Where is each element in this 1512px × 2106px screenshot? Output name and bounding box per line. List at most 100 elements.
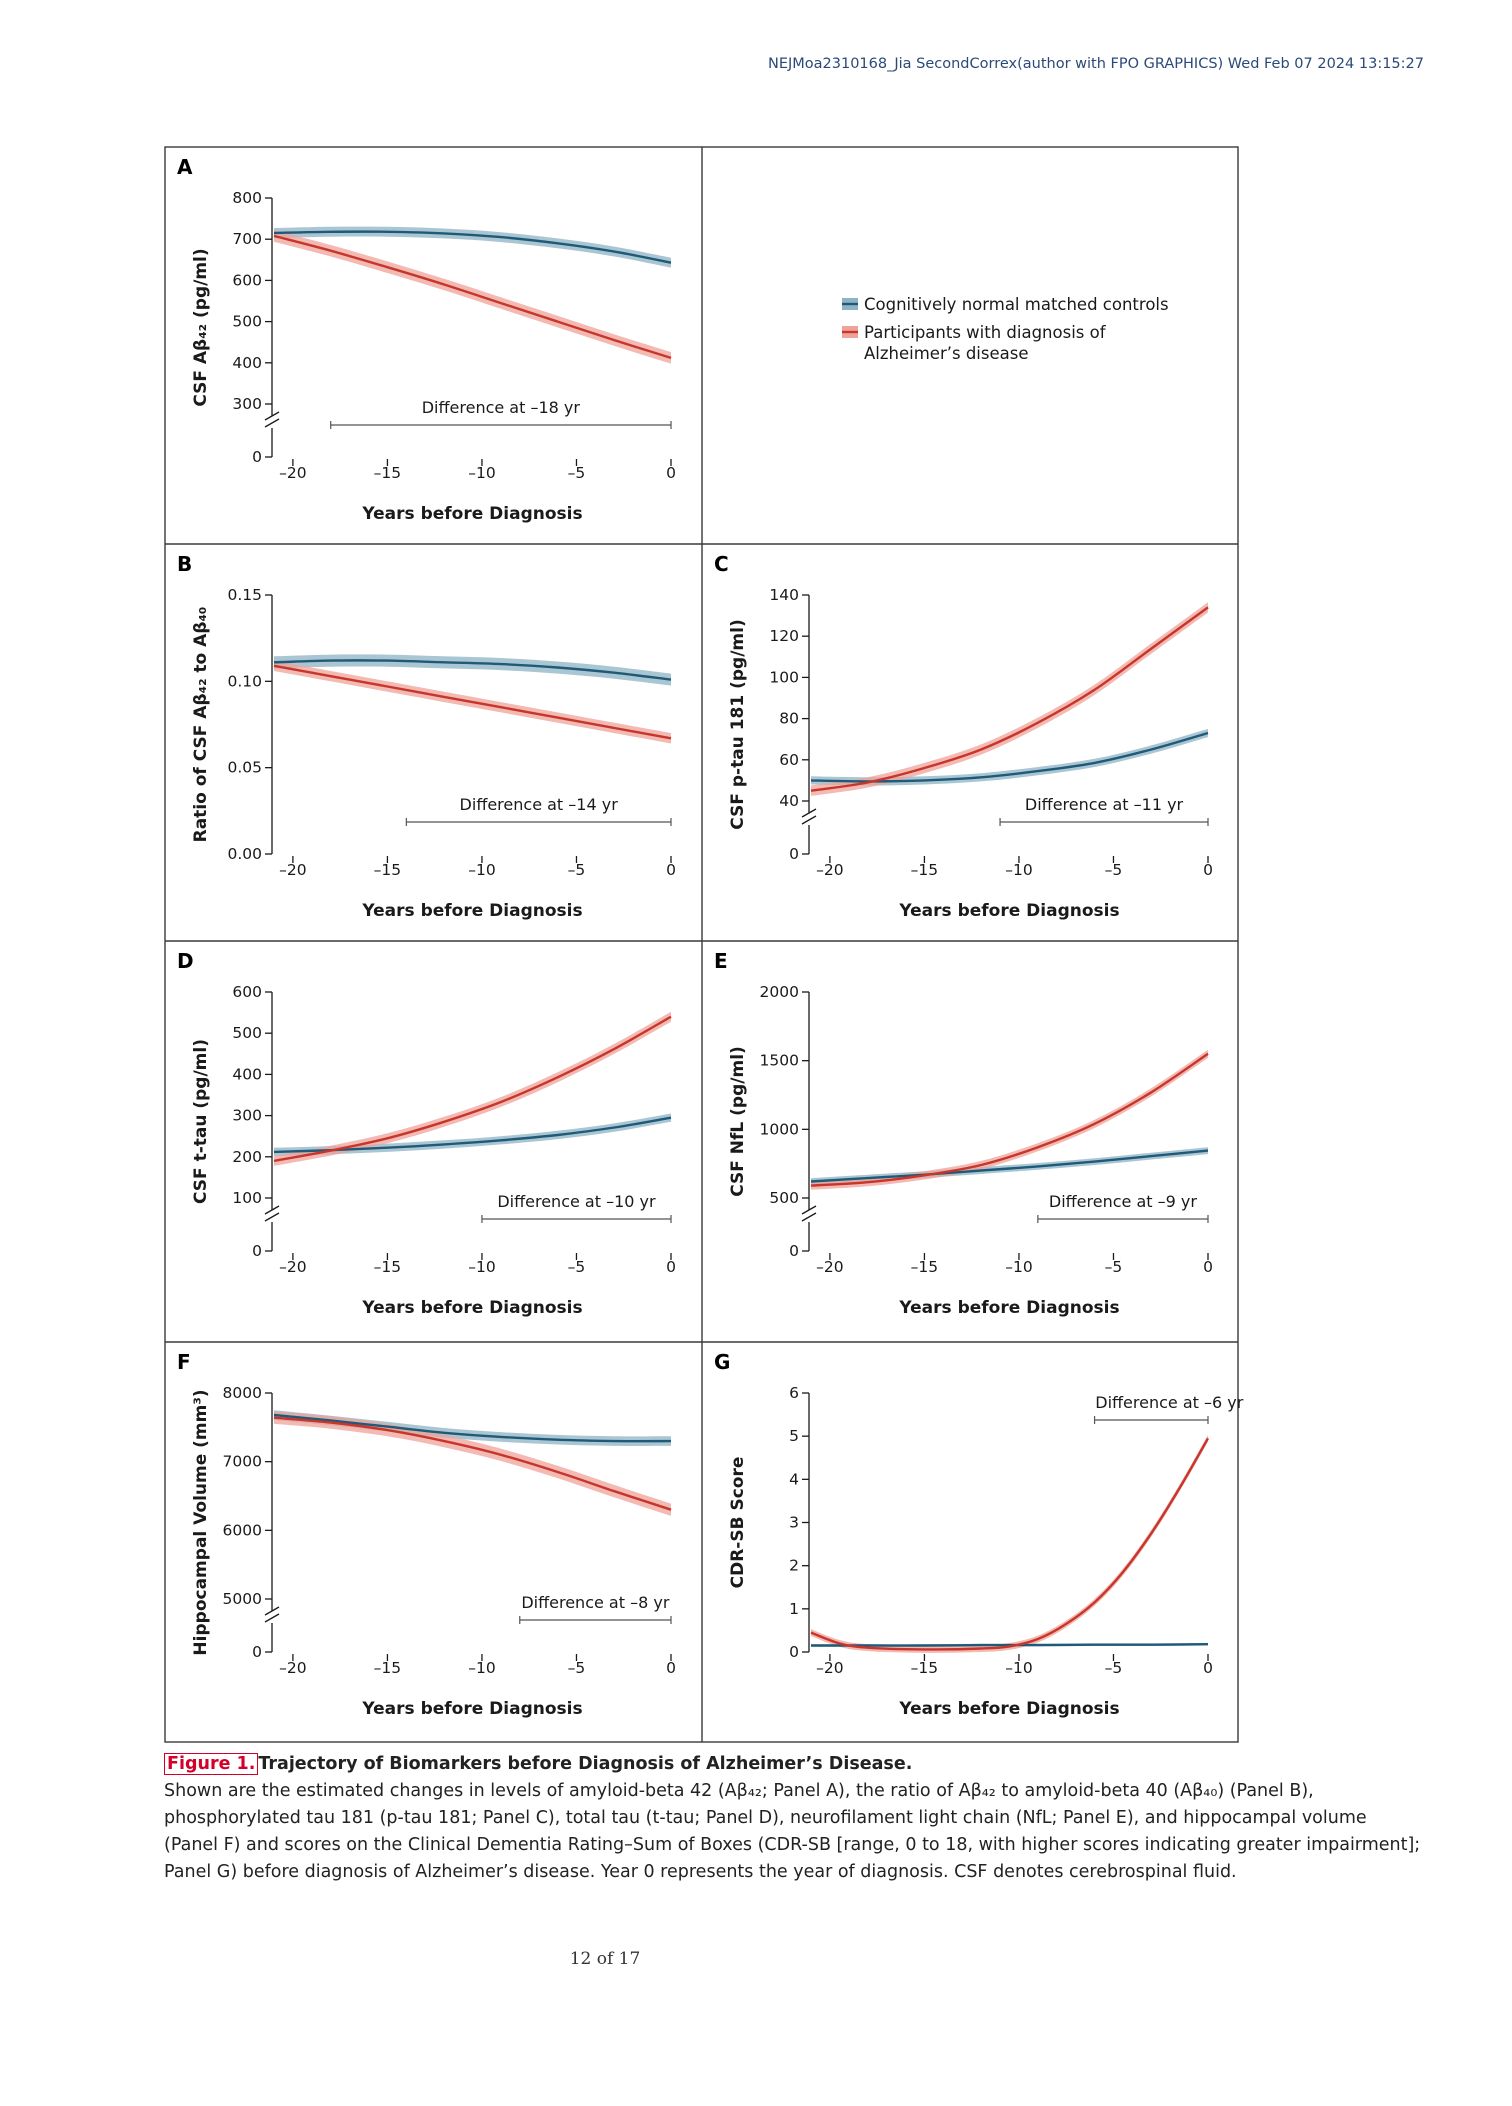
- y-axis-title: Hippocampal Volume (mm³): [191, 1389, 211, 1655]
- x-tick-label: –10: [468, 1258, 495, 1276]
- y-axis: [801, 991, 817, 1252]
- x-axis: [292, 1253, 672, 1260]
- y-tick-label: 400: [232, 1065, 262, 1083]
- y-tick-label: 5000: [223, 1590, 262, 1608]
- axis-break-mark: [264, 1613, 280, 1623]
- y-axis-title: Ratio of CSF Aβ₄₂ to Aβ₄₀: [191, 607, 211, 843]
- x-tick-label: 0: [1203, 861, 1213, 879]
- axis-break-mark: [264, 418, 280, 428]
- x-tick-label: –10: [1005, 1659, 1032, 1677]
- confidence-band: [811, 602, 1208, 796]
- chart-panel-d: D 0 100 200 300 400 500 600 –20 –15 –10 –5 0 Years be…: [177, 949, 676, 1318]
- x-tick-label: 0: [1203, 1258, 1213, 1276]
- x-tick-label: –5: [568, 1659, 586, 1677]
- figure-frame: [164, 146, 1239, 1743]
- y-tick-label: 300: [232, 1107, 262, 1125]
- axis-break-mark: [801, 815, 817, 825]
- y-tick-label: 8000: [223, 1384, 262, 1402]
- caption-body: Shown are the estimated changes in level…: [164, 1781, 1421, 1882]
- y-axis: [802, 1392, 810, 1653]
- chart-panel-f: F 0 5000 6000 7000 8000 –20 –15 –10 –5 0 Years befo…: [177, 1350, 676, 1719]
- y-axis-title: CDR-SB Score: [728, 1457, 748, 1589]
- axis-break-mark: [801, 1212, 817, 1222]
- figure-label[interactable]: Figure 1.: [164, 1753, 259, 1775]
- y-tick-label: 2: [789, 1557, 799, 1575]
- x-tick-label: 0: [666, 1258, 676, 1276]
- axis-break-mark: [264, 1606, 280, 1616]
- legend-label: Participants with diagnosis of: [864, 323, 1107, 342]
- y-axis: [264, 1392, 280, 1653]
- y-tick-label: 0: [789, 845, 799, 863]
- difference-label: Difference at –11 yr: [1025, 795, 1184, 814]
- y-tick-label: 3: [789, 1514, 799, 1532]
- difference-bracket: [481, 1215, 672, 1223]
- y-tick-label: 0.15: [227, 586, 262, 604]
- y-tick-label: 100: [232, 1189, 262, 1207]
- y-axis: [801, 594, 817, 855]
- y-tick-label: 500: [232, 1024, 262, 1042]
- x-tick-label: –20: [279, 861, 306, 879]
- chart-panel-g: G 0 1 2 3 4 5 6 –20 –15 –10 –5 0 Years before Diagnos…: [714, 1350, 1244, 1719]
- x-axis-title: Years before Diagnosis: [361, 1298, 582, 1318]
- x-axis: [829, 1654, 1209, 1661]
- y-tick-label: 0: [789, 1643, 799, 1661]
- y-tick-label: 500: [232, 313, 262, 331]
- panel-letter: A: [177, 155, 193, 179]
- y-axis-title: CSF t-tau (pg/ml): [191, 1039, 211, 1204]
- x-tick-label: –15: [374, 464, 401, 482]
- y-axis-title: CSF p-tau 181 (pg/ml): [728, 619, 748, 829]
- confidence-band: [811, 1434, 1208, 1653]
- x-tick-label: –15: [911, 861, 938, 879]
- y-tick-label: 60: [779, 751, 799, 769]
- page-number: 12 of 17: [569, 1949, 641, 1969]
- y-axis: [265, 594, 273, 855]
- y-tick-label: 1500: [760, 1052, 799, 1070]
- x-tick-label: –20: [279, 1659, 306, 1677]
- y-tick-label: 0: [789, 1242, 799, 1260]
- panel-letter: F: [177, 1350, 191, 1374]
- y-axis: [264, 991, 280, 1252]
- y-tick-label: 0.10: [227, 672, 262, 690]
- panel-letter: C: [714, 552, 729, 576]
- series-line: [811, 1643, 1209, 1647]
- legend-label: Cognitively normal matched controls: [864, 295, 1169, 314]
- y-tick-label: 1000: [760, 1120, 799, 1138]
- y-tick-label: 1: [789, 1600, 799, 1618]
- chart-panel-a: A 0 300 400 500 600 700 800 –20 –15 –10 –5 0 Years be…: [177, 155, 676, 524]
- x-tick-label: –15: [911, 1659, 938, 1677]
- y-tick-label: 0.00: [227, 845, 262, 863]
- difference-bracket: [1037, 1215, 1209, 1223]
- y-tick-label: 400: [232, 354, 262, 372]
- x-axis: [292, 459, 672, 466]
- axis-break-mark: [264, 1205, 280, 1215]
- x-axis: [829, 856, 1209, 863]
- running-header: NEJMoa2310168_Jia SecondCorrex(author wi…: [767, 56, 1424, 72]
- y-tick-label: 0: [252, 1242, 262, 1260]
- series-line: [273, 1015, 672, 1163]
- difference-label: Difference at –6 yr: [1095, 1393, 1243, 1412]
- x-axis-title: Years before Diagnosis: [898, 1699, 1119, 1719]
- axis-break-mark: [801, 808, 817, 818]
- y-tick-label: 2000: [760, 983, 799, 1001]
- y-tick-label: 800: [232, 189, 262, 207]
- x-tick-label: –20: [279, 464, 306, 482]
- series-line: [273, 230, 672, 264]
- y-tick-label: 0: [252, 448, 262, 466]
- panel-letter: G: [714, 1350, 730, 1374]
- difference-label: Difference at –10 yr: [497, 1192, 656, 1211]
- difference-bracket: [519, 1616, 672, 1624]
- series-line: [810, 606, 1209, 792]
- y-tick-label: 5: [789, 1427, 799, 1445]
- legend: Cognitively normal matched controls Parti…: [842, 295, 1169, 363]
- y-tick-label: 600: [232, 271, 262, 289]
- panel-letter: D: [177, 949, 194, 973]
- series-line: [810, 1437, 1210, 1651]
- x-tick-label: –15: [374, 1659, 401, 1677]
- y-axis-title: CSF Aβ₄₂ (pg/ml): [191, 248, 211, 406]
- difference-bracket: [330, 421, 672, 429]
- axis-break-mark: [264, 1212, 280, 1222]
- x-axis-title: Years before Diagnosis: [898, 901, 1119, 921]
- y-tick-label: 100: [769, 668, 799, 686]
